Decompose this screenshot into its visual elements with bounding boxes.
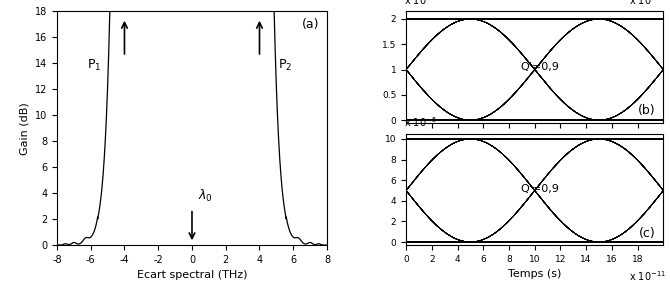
Text: x 10$^{-5}$: x 10$^{-5}$ (403, 115, 436, 129)
Text: $\lambda_0$: $\lambda_0$ (198, 188, 213, 203)
X-axis label: Ecart spectral (THz): Ecart spectral (THz) (137, 270, 247, 280)
Text: Q'=0,9: Q'=0,9 (521, 62, 559, 72)
Text: (c): (c) (639, 227, 655, 239)
Text: (a): (a) (302, 19, 319, 31)
Text: P$_1$: P$_1$ (87, 58, 101, 74)
Text: x 10$^{-11}$: x 10$^{-11}$ (629, 270, 666, 283)
Text: Temps (s): Temps (s) (508, 137, 561, 147)
Text: x 10$^{-6}$: x 10$^{-6}$ (403, 0, 437, 7)
Text: Q'=0,9: Q'=0,9 (521, 184, 559, 194)
Y-axis label: Gain (dB): Gain (dB) (19, 102, 29, 155)
Text: P$_2$: P$_2$ (277, 58, 292, 74)
Text: (b): (b) (638, 104, 655, 117)
X-axis label: Temps (s): Temps (s) (508, 269, 561, 279)
Text: x 10$^{-11}$: x 10$^{-11}$ (629, 0, 666, 7)
